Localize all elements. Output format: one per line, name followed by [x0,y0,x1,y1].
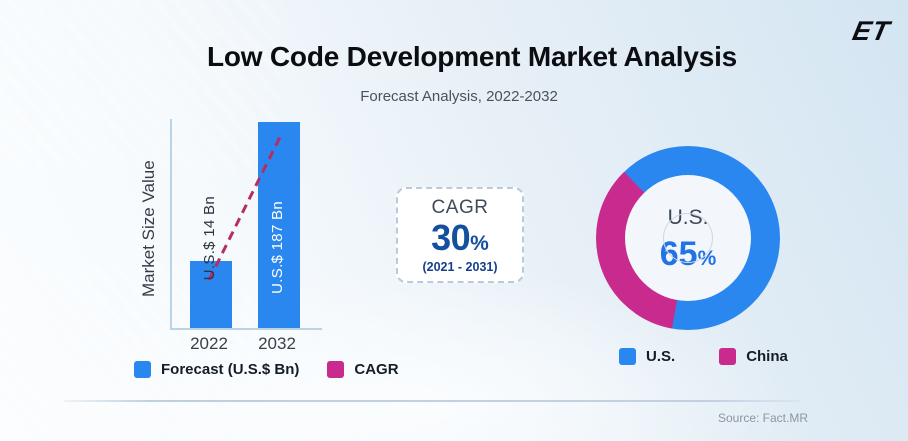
us-legend-swatch [619,348,636,365]
us-legend-label: U.S. [646,348,676,365]
cagr-box-period: (2021 - 2031) [422,259,498,274]
page-subtitle: Forecast Analysis, 2022-2032 [360,88,558,105]
cagr-callout-box: CAGR 30 % (2021 - 2031) [396,187,524,283]
bar-2032-value-label: U.S.$ 187 Bn [269,201,286,294]
cagr-box-title: CAGR [431,196,489,218]
x-tick-2032: 2032 [258,334,296,353]
bar-chart-plot-area: U.S.$ 14 Bn U.S.$ 187 Bn [170,119,322,330]
bar-2032 [258,122,300,328]
cagr-trend-line [207,132,284,281]
forecast-legend-swatch [134,361,151,378]
china-legend-swatch [719,348,737,365]
donut-inner-circle [663,213,713,263]
x-tick-2022: 2022 [190,334,228,353]
page-title: Low Code Development Market Analysis [206,41,738,72]
donut-legend: U.S. China [619,348,822,365]
forecast-legend-label: Forecast (U.S.$ Bn) [161,361,300,378]
bar-chart-y-axis-label: Market Size Value [139,160,158,298]
bar-2022 [190,261,232,328]
donut-chart: U.S. 65 % [596,146,780,330]
footer-divider [64,400,800,402]
bar-chart-legend: Forecast (U.S.$ Bn) CAGR [134,361,417,378]
bar-2022-value-label: U.S.$ 14 Bn [201,195,218,280]
source-credit: Source: Fact.MR [717,411,808,425]
cagr-box-value-row: 30 % [431,216,489,258]
china-legend-label: China [746,348,788,365]
cagr-legend-label: CAGR [354,361,399,378]
cagr-legend-swatch [327,361,345,378]
donut-center: U.S. 65 % [625,175,751,301]
cagr-box-unit: % [470,231,489,255]
cagr-box-value: 30 [431,216,471,258]
